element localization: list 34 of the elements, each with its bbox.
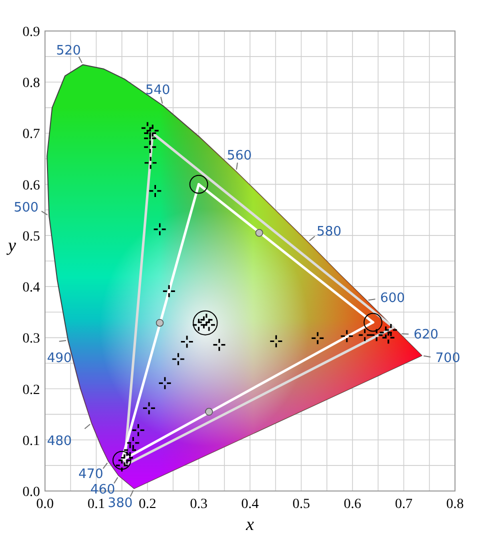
y-tick-label: 0.3 bbox=[22, 332, 40, 347]
annotation: 620 bbox=[414, 328, 438, 343]
annotation: 500 bbox=[14, 200, 39, 216]
annotation: 600 bbox=[380, 291, 405, 306]
x-tick-label: 0.1 bbox=[88, 497, 105, 512]
x-tick-label: 0.5 bbox=[292, 497, 310, 512]
y-tick-label: 0.9 bbox=[22, 25, 40, 40]
y-tick-label: 0.6 bbox=[22, 178, 40, 194]
annotation: 540 bbox=[145, 83, 170, 98]
x-tick-label: 0.2 bbox=[138, 497, 156, 512]
y-tick-label: 0.4 bbox=[22, 280, 40, 296]
annotation: 520 bbox=[56, 43, 81, 58]
annotation: 480 bbox=[47, 434, 72, 450]
annotation: 580 bbox=[316, 224, 342, 240]
x-tick-label: 0.6 bbox=[344, 497, 362, 512]
y-tick-label: 0.0 bbox=[22, 485, 40, 500]
y-tick-label: 0.7 bbox=[22, 127, 40, 142]
annotation: 700 bbox=[435, 351, 460, 366]
y-tick-label: 0.2 bbox=[22, 382, 40, 398]
x-tick-label: 0.0 bbox=[36, 497, 54, 512]
annotation: 460 bbox=[90, 482, 116, 498]
x-axis-title: x bbox=[245, 514, 254, 534]
y-tick-label: 0.5 bbox=[22, 229, 40, 244]
y-tick-label: 0.8 bbox=[22, 76, 40, 92]
annotation: 490 bbox=[47, 351, 72, 366]
annotation: 470 bbox=[78, 467, 104, 482]
x-tick-label: 0.3 bbox=[190, 497, 208, 512]
y-axis-title: y bbox=[6, 235, 16, 255]
annotation: 560 bbox=[226, 148, 252, 164]
x-tick-label: 0.7 bbox=[395, 497, 412, 512]
annotation: 380 bbox=[108, 496, 133, 511]
y-tick-label: 0.1 bbox=[22, 434, 40, 449]
x-tick-label: 0.4 bbox=[241, 497, 259, 512]
x-tick-label: 0.8 bbox=[446, 497, 464, 512]
